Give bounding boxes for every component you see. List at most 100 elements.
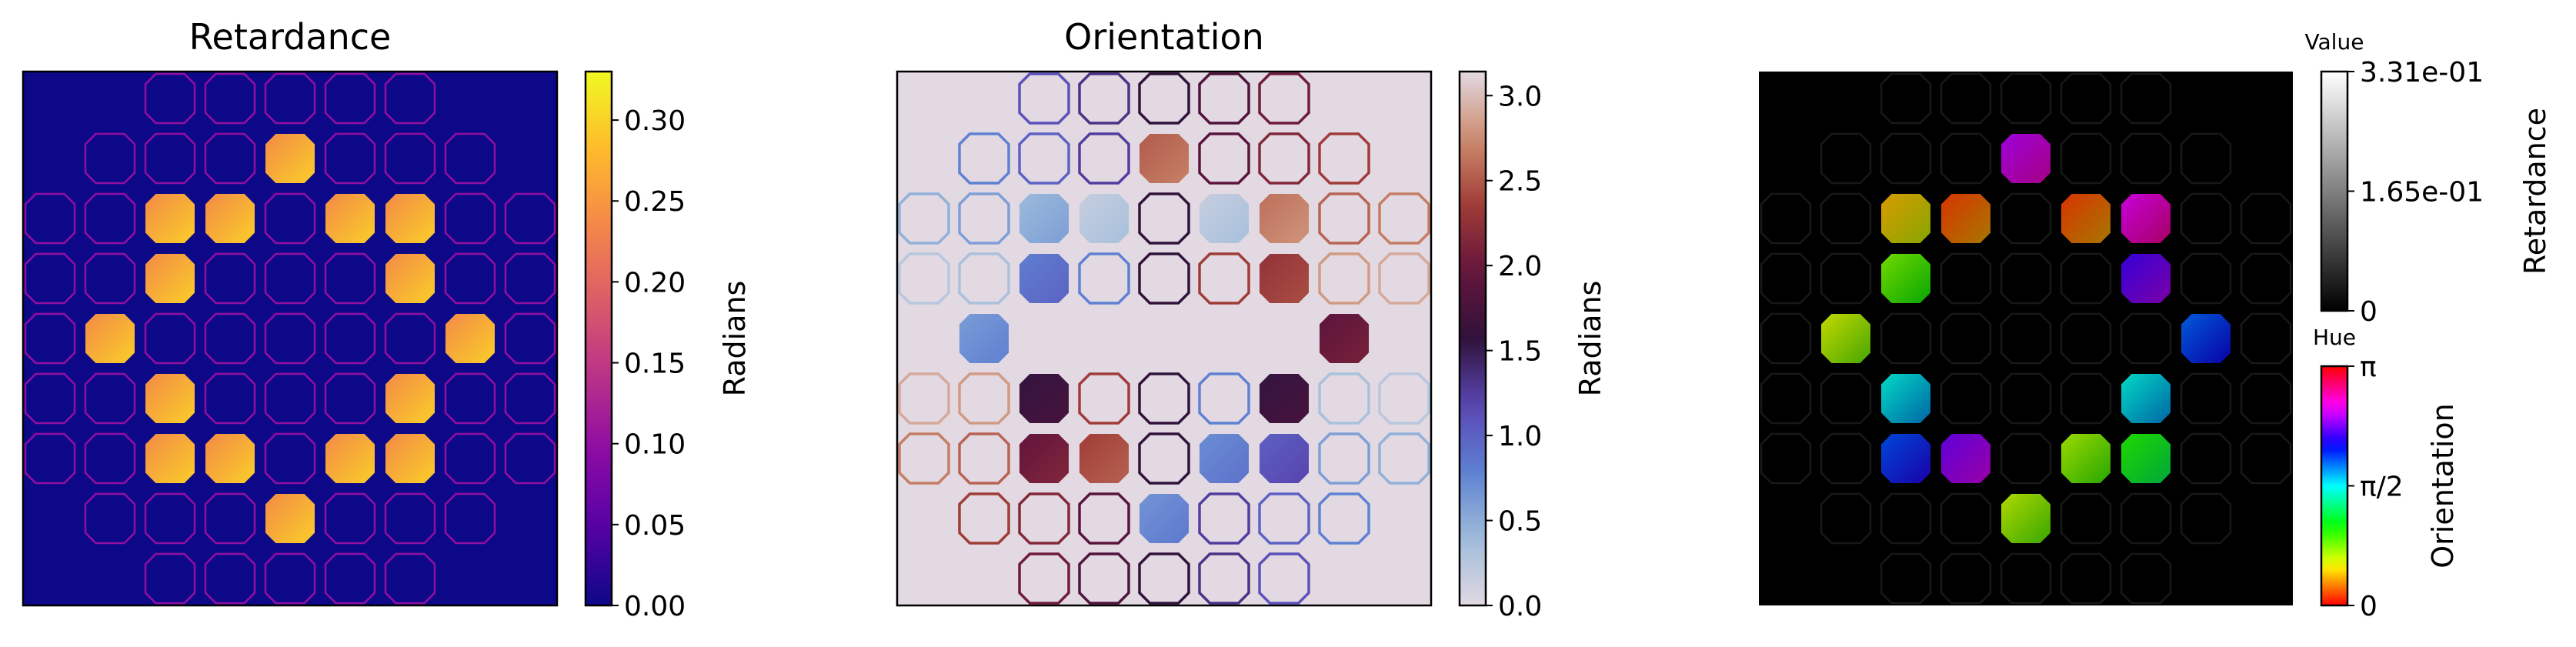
- colorbar-gradient: [2320, 70, 2349, 312]
- colorbar-tick-label: 0.30: [624, 105, 686, 137]
- filled-cell: [1140, 494, 1189, 543]
- empty-cell-outline: [1138, 372, 1190, 425]
- empty-cell-outline: [1258, 132, 1310, 185]
- orientation-panel: Orientation 0.0 0.5 1.0 1.5 2.0 2.5 3.0 Radians: [896, 16, 1607, 622]
- empty-cell-outline: [1198, 372, 1250, 425]
- filled-cell: [1941, 194, 1990, 243]
- colorbar-tick-label: 1.65e-01: [2360, 177, 2484, 208]
- filled-cell: [1079, 194, 1129, 243]
- empty-cell-outline: [204, 72, 256, 125]
- colorbar-tick-label: 1.0: [1498, 421, 1542, 452]
- empty-cell-outline: [2120, 552, 2172, 605]
- colorbar-tick-label: 0.05: [624, 510, 686, 542]
- empty-cell-outline: [24, 432, 76, 485]
- filled-cell: [2121, 434, 2171, 483]
- empty-cell-outline: [1078, 372, 1130, 425]
- retardance-panel: Retardance 0.00 0.05 0.10 0.15 0.20 0.25 0.30 R…: [22, 16, 752, 622]
- empty-cell-outline: [1940, 312, 1992, 365]
- empty-cell-outline: [1318, 492, 1370, 545]
- empty-cell-outline: [1198, 132, 1250, 185]
- empty-cell-outline: [2120, 132, 2172, 185]
- empty-cell-outline: [1318, 252, 1370, 305]
- filled-cell: [2181, 314, 2231, 363]
- empty-cell-outline: [504, 312, 556, 365]
- empty-cell-outline: [204, 492, 256, 545]
- empty-cell-outline: [1138, 252, 1190, 305]
- empty-cell-outline: [324, 492, 376, 545]
- empty-cell-outline: [1318, 432, 1370, 485]
- empty-cell-outline: [2180, 372, 2232, 425]
- empty-cell-outline: [24, 372, 76, 425]
- empty-cell-outline: [1378, 312, 1430, 365]
- empty-cell-outline: [324, 312, 376, 365]
- empty-cell-outline: [204, 372, 256, 425]
- filled-cell: [1260, 374, 1309, 423]
- filled-cell: [1941, 434, 1990, 483]
- empty-cell-outline: [1138, 552, 1190, 605]
- empty-cell-outline: [898, 252, 950, 305]
- colorbar-tick-label: 3.0: [1498, 81, 1542, 112]
- filled-cell: [1881, 254, 1930, 303]
- empty-cell-outline: [144, 492, 196, 545]
- filled-cell: [205, 434, 255, 483]
- filled-cell: [265, 494, 315, 543]
- hue-colorbar-title: Hue: [2313, 325, 2356, 350]
- empty-cell-outline: [84, 252, 136, 305]
- empty-cell-outline: [1940, 492, 1992, 545]
- colorbar-tick-label: 0: [2360, 296, 2377, 328]
- filled-cell: [1260, 434, 1309, 483]
- value-colorbar-title: Value: [2305, 29, 2364, 55]
- retardance-plot: [23, 72, 557, 605]
- colorbar-tick-label: 0.15: [624, 349, 686, 380]
- empty-cell-outline: [2240, 192, 2292, 245]
- filled-cell: [385, 374, 435, 423]
- empty-cell-outline: [1760, 192, 1812, 245]
- empty-cell-outline: [2000, 372, 2052, 425]
- empty-cell-outline: [2000, 252, 2052, 305]
- empty-cell-outline: [2060, 132, 2112, 185]
- empty-cell-outline: [324, 72, 376, 125]
- filled-cell: [385, 254, 435, 303]
- filled-cell: [1821, 314, 1870, 363]
- filled-cell: [145, 434, 195, 483]
- empty-cell-outline: [264, 312, 316, 365]
- filled-cell: [385, 434, 435, 483]
- empty-cell-outline: [24, 312, 76, 365]
- empty-cell-outline: [84, 432, 136, 485]
- filled-cell: [205, 194, 255, 243]
- empty-cell-outline: [1138, 192, 1190, 245]
- filled-cell: [1320, 314, 1369, 363]
- empty-cell-outline: [2000, 192, 2052, 245]
- orientation-frame: [896, 70, 1433, 607]
- empty-cell-outline: [444, 372, 496, 425]
- empty-cell-outline: [324, 132, 376, 185]
- empty-cell-outline: [384, 552, 436, 605]
- colorbar-label: Radians: [1573, 281, 1607, 397]
- empty-cell-outline: [324, 552, 376, 605]
- empty-cell-outline: [144, 312, 196, 365]
- empty-cell-outline: [1198, 312, 1250, 365]
- empty-cell-outline: [2180, 252, 2232, 305]
- empty-cell-outline: [1880, 312, 1932, 365]
- empty-cell-outline: [2240, 432, 2292, 485]
- filled-cell: [265, 134, 315, 183]
- empty-cell-outline: [504, 432, 556, 485]
- empty-cell-outline: [958, 492, 1010, 545]
- filled-cell: [1140, 134, 1189, 183]
- filled-cell: [2121, 194, 2171, 243]
- retardance-frame: [22, 70, 559, 607]
- filled-cell: [1881, 374, 1930, 423]
- empty-cell-outline: [2000, 72, 2052, 125]
- empty-cell-outline: [1880, 72, 1932, 125]
- filled-cell: [1260, 254, 1309, 303]
- empty-cell-outline: [898, 432, 950, 485]
- empty-cell-outline: [504, 192, 556, 245]
- value-colorbar: 0 1.65e-01 3.31e-01 Retardance Value: [2305, 29, 2552, 328]
- filled-cell: [145, 254, 195, 303]
- empty-cell-outline: [144, 72, 196, 125]
- empty-cell-outline: [264, 252, 316, 305]
- filled-cell: [1079, 434, 1129, 483]
- empty-cell-outline: [1940, 252, 1992, 305]
- empty-cell-outline: [264, 432, 316, 485]
- empty-cell-outline: [1198, 552, 1250, 605]
